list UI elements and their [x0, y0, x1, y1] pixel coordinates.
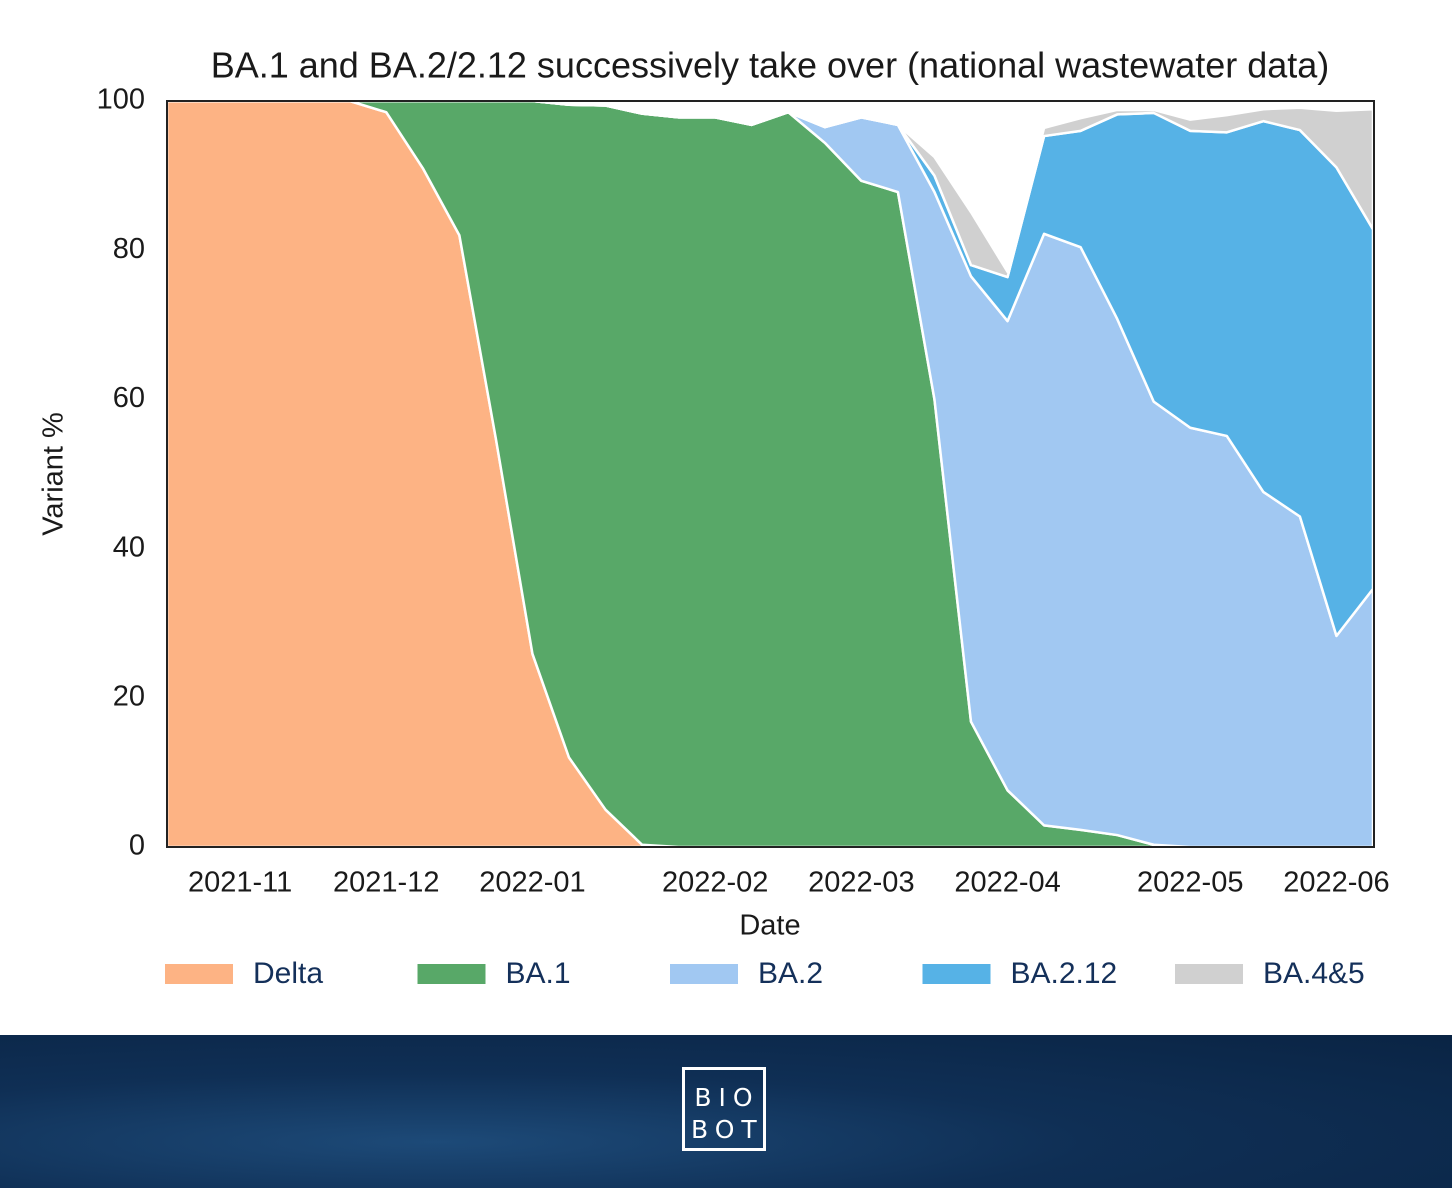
areas: [165, 99, 1375, 849]
chart: BA.1 and BA.2/2.12 successively take ove…: [38, 45, 1390, 990]
x-axis-label: Date: [739, 910, 800, 942]
footer: BIO BOT: [0, 1035, 1452, 1188]
plot-frame: [166, 100, 1375, 848]
logo-line: BOT: [691, 1115, 764, 1144]
legend-swatch: [922, 964, 991, 984]
x-tick-label: 2022-01: [479, 867, 585, 899]
y-axis-label: Variant %: [38, 412, 70, 536]
legend-swatch: [1175, 964, 1243, 984]
legend-label: Delta: [253, 957, 323, 990]
y-tick-label: 40: [113, 531, 145, 563]
legend-swatch: [417, 964, 486, 984]
legend-label: BA.2: [758, 957, 823, 990]
x-tick-label: 2022-03: [808, 867, 914, 899]
y-tick-label: 60: [113, 382, 145, 414]
y-tick-label: 100: [97, 84, 145, 116]
x-tick-label: 2022-05: [1137, 867, 1243, 899]
legend-swatch: [165, 964, 233, 984]
chart-title: BA.1 and BA.2/2.12 successively take ove…: [211, 45, 1330, 86]
x-tick-label: 2021-11: [188, 867, 292, 899]
y-tick-label: 20: [113, 680, 145, 712]
legend-label: BA.1: [506, 957, 571, 990]
y-tick-label: 0: [129, 830, 145, 862]
legend-label: BA.2.12: [1011, 957, 1118, 990]
legend-swatch: [670, 964, 738, 984]
logo-line: BIO: [694, 1083, 760, 1112]
legend-label: BA.4&5: [1263, 957, 1365, 990]
x-tick-label: 2022-04: [954, 867, 1060, 899]
x-tick-label: 2022-02: [662, 867, 768, 899]
x-tick-label: 2022-06: [1283, 867, 1389, 899]
logo: BIO BOT: [682, 1067, 766, 1151]
y-tick-label: 80: [113, 233, 145, 265]
x-tick-label: 2021-12: [333, 867, 439, 899]
